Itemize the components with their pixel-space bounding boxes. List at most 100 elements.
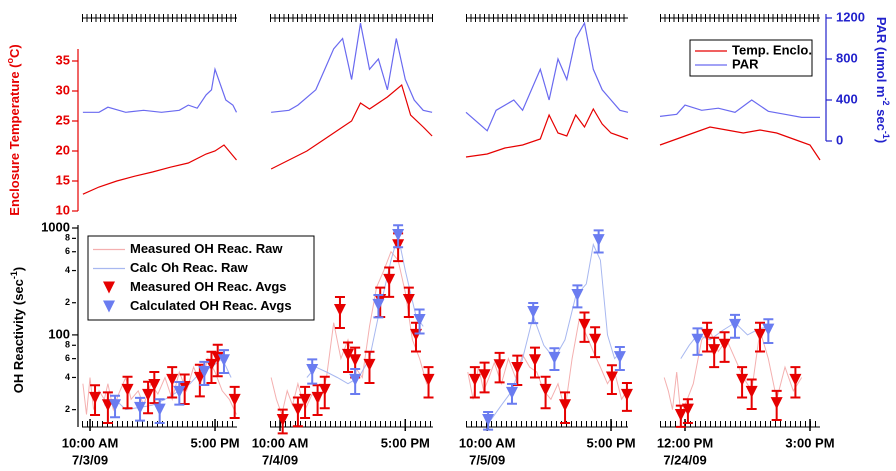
y2-axis-title: PAR (umol m-2 sec-1) (874, 17, 891, 143)
y-tick-label: 100 (48, 326, 70, 341)
avg-marker (701, 328, 714, 341)
y-axis-title: Enclosure Temperature (oC) (5, 44, 22, 215)
avg-marker (134, 401, 147, 414)
y-tick-label: 6 (65, 246, 70, 256)
data-line (271, 22, 433, 113)
y-tick-label: 8 (65, 340, 70, 350)
avg-marker (383, 273, 396, 286)
avg-marker (754, 328, 766, 341)
y-tick-label: 15 (56, 172, 70, 187)
avg-marker (578, 318, 591, 331)
y-tick-label: 2 (65, 297, 70, 307)
avg-marker (736, 373, 749, 386)
x-tick-label: 5:00 PM (190, 435, 239, 450)
data-line (465, 21, 629, 132)
y-tick-label: 30 (56, 82, 70, 97)
y2-axis-title-part: -1 (881, 131, 891, 139)
x-tick-label: 5:00 PM (381, 435, 430, 450)
y-axis-title-part: o (5, 58, 15, 64)
data-line (663, 329, 803, 417)
x-tick-label: 5:00 PM (586, 435, 635, 450)
x-tick-label: 10:00 AM (252, 435, 309, 450)
avg-marker (511, 362, 524, 375)
avg-marker (291, 403, 304, 416)
legend-label: Calculated OH Reac. Avgs (130, 298, 292, 313)
avg-marker (142, 388, 155, 401)
avg-marker (198, 365, 211, 378)
y2-axis-title-part: PAR (umol m (874, 17, 889, 98)
avg-marker (548, 351, 561, 364)
avg-marker (589, 333, 602, 346)
y2-tick-label: 400 (836, 91, 858, 106)
avg-marker (392, 229, 405, 242)
legend-box (689, 39, 813, 77)
y-axis-title-part: ) (11, 267, 26, 271)
avg-marker (539, 383, 552, 396)
legend-marker (103, 300, 115, 313)
avg-marker (789, 373, 802, 386)
avg-marker (505, 386, 518, 399)
avg-marker (718, 338, 731, 351)
y-tick-label: 6 (65, 353, 70, 363)
data-line (270, 83, 433, 170)
avg-marker (559, 399, 572, 412)
avg-marker (762, 323, 775, 336)
y2-axis-title-part: ) (874, 139, 889, 143)
legend-label: Temp. Enclo. (732, 42, 812, 57)
avg-marker (217, 354, 230, 367)
data-line (270, 250, 433, 417)
avg-marker (109, 399, 122, 412)
y-tick-label: 4 (65, 265, 70, 275)
y-axis-title: OH Reactivity (sec-1) (9, 267, 26, 394)
avg-marker (299, 393, 312, 406)
x-tick-label: 10:00 AM (62, 435, 119, 450)
data-line (82, 144, 237, 195)
avg-marker (745, 385, 758, 398)
avg-marker (613, 351, 626, 364)
y-axis-title-part: Enclosure Temperature ( (7, 63, 22, 216)
y2-tick-label: 0 (836, 132, 843, 147)
y-tick-label: 20 (56, 142, 70, 157)
avg-marker (592, 234, 605, 247)
y-axis-title-part: OH Reactivity (sec (11, 279, 26, 393)
avg-marker (276, 414, 289, 427)
x-date-label: 7/5/09 (469, 452, 505, 467)
avg-marker (89, 391, 102, 404)
avg-marker (620, 388, 633, 401)
avg-marker (482, 414, 495, 427)
avg-marker (605, 371, 618, 384)
avg-marker (528, 354, 541, 367)
legend-label: PAR (732, 56, 759, 71)
y2-axis-title-part: -2 (881, 97, 891, 105)
x-date-label: 7/24/09 (663, 452, 706, 467)
avg-marker (413, 313, 426, 326)
y2-tick-label: 1200 (836, 9, 865, 24)
x-tick-label: 12:00 PM (657, 435, 713, 450)
avg-marker (372, 298, 385, 311)
avg-marker (333, 304, 346, 317)
avg-marker (770, 397, 783, 410)
avg-marker (342, 348, 355, 361)
data-line (82, 66, 238, 113)
avg-marker (121, 383, 134, 396)
y2-tick-label: 800 (836, 50, 858, 65)
avg-marker (674, 409, 687, 422)
avg-marker (478, 369, 491, 382)
avg-marker (148, 379, 161, 392)
avg-marker (166, 373, 179, 386)
x-date-label: 7/3/09 (72, 452, 108, 467)
avg-marker (306, 363, 319, 376)
avg-marker (363, 358, 376, 371)
legend-marker (103, 281, 115, 294)
avg-marker (349, 354, 362, 367)
y2-axis-title-part: sec (874, 106, 889, 131)
avg-marker (493, 359, 506, 372)
avg-marker (228, 393, 241, 406)
legend-label: Measured OH Reac. Avgs (130, 279, 287, 294)
avg-marker (681, 403, 694, 416)
legend-label: Measured OH Reac. Raw (130, 241, 283, 256)
data-line (467, 317, 628, 410)
y-tick-label: 4 (65, 372, 70, 382)
